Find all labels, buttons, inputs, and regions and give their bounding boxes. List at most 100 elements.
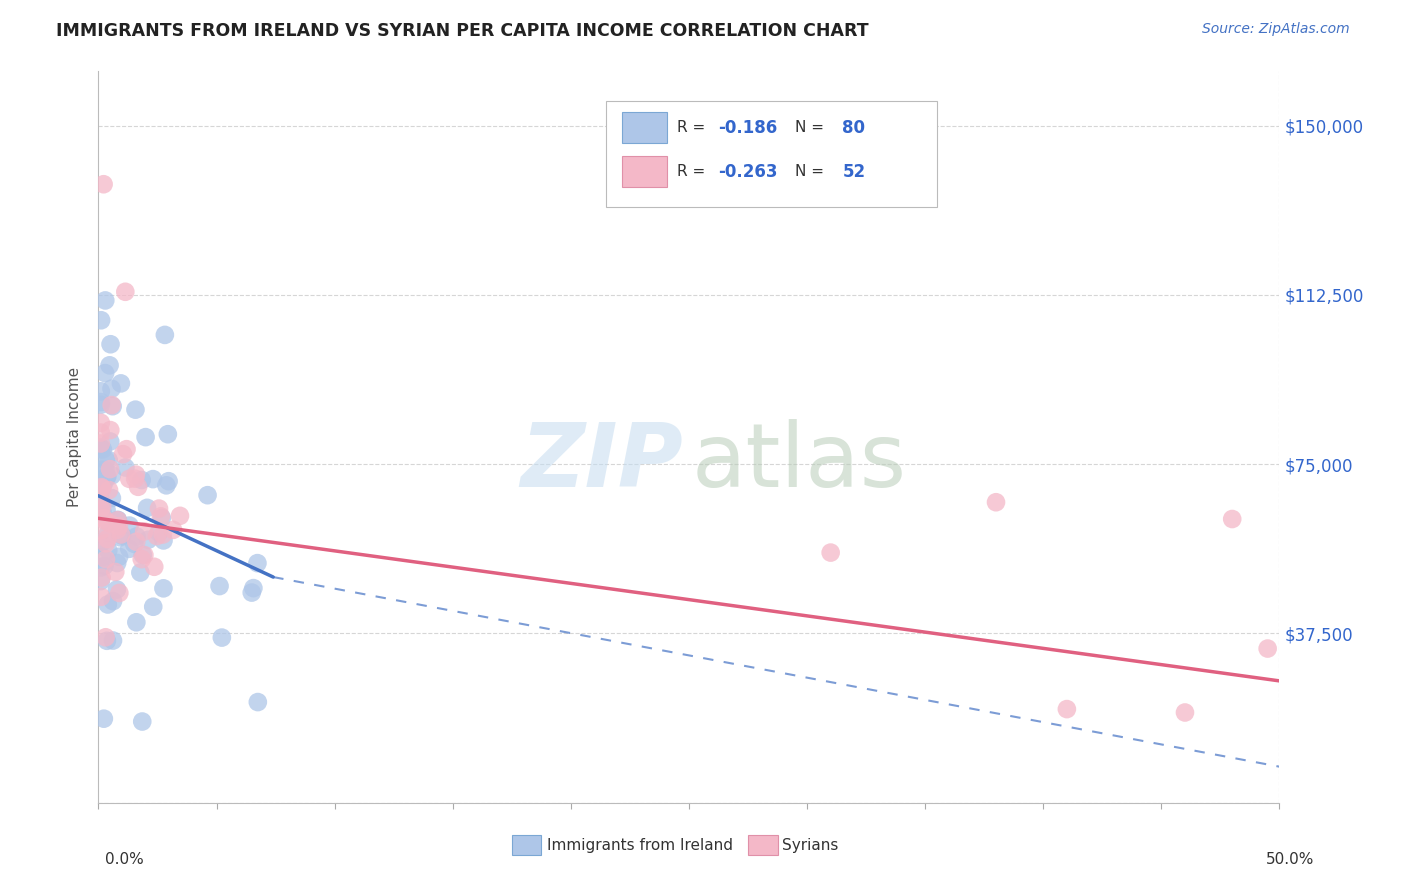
Point [246, 695, 269, 709]
Point [131, 473, 153, 487]
Point [101, 468, 124, 483]
Point [91, 500, 114, 514]
Point [98, 516, 121, 531]
Point [96, 503, 118, 517]
Point [211, 631, 233, 645]
Point [114, 285, 136, 299]
Point [124, 402, 146, 417]
Point [107, 513, 129, 527]
Point [135, 430, 157, 444]
Point [105, 556, 128, 570]
Point [208, 579, 231, 593]
Point [94, 536, 117, 550]
Point [90, 483, 112, 497]
Point [100, 337, 122, 351]
Point [94, 552, 117, 566]
Point [90, 395, 112, 409]
Point [124, 472, 146, 486]
Point [114, 460, 136, 475]
Point [240, 585, 263, 599]
Point [134, 524, 156, 539]
Point [94, 463, 117, 477]
Point [110, 527, 132, 541]
Point [90, 560, 112, 574]
Point [108, 519, 131, 533]
Point [93, 511, 115, 525]
Point [90, 313, 112, 327]
Point [90, 441, 112, 455]
Point [101, 491, 124, 505]
Text: ZIP: ZIP [520, 419, 683, 506]
Point [125, 534, 148, 549]
Point [90, 536, 112, 550]
Point [1257, 641, 1279, 656]
Point [101, 633, 124, 648]
Point [152, 582, 174, 596]
Point [131, 552, 153, 566]
Point [98, 434, 121, 449]
Point [91, 442, 114, 457]
Point [90, 524, 112, 538]
Point [152, 527, 174, 541]
Point [94, 453, 117, 467]
Point [91, 477, 114, 491]
Point [91, 505, 114, 519]
Point [1174, 706, 1197, 720]
FancyBboxPatch shape [512, 835, 541, 855]
Point [108, 586, 131, 600]
Point [98, 483, 121, 497]
Text: atlas: atlas [692, 419, 907, 506]
Text: Immigrants from Ireland: Immigrants from Ireland [547, 838, 733, 853]
Point [90, 590, 112, 604]
FancyBboxPatch shape [621, 112, 666, 143]
Point [94, 630, 117, 644]
Point [136, 500, 159, 515]
Text: R =: R = [678, 120, 710, 136]
Point [150, 511, 173, 525]
Point [115, 442, 138, 457]
Point [820, 545, 842, 559]
Point [97, 598, 120, 612]
Point [122, 537, 145, 551]
Point [1220, 512, 1243, 526]
Point [90, 502, 112, 516]
Point [90, 480, 112, 494]
Point [100, 382, 122, 396]
Point [94, 293, 117, 308]
Point [107, 513, 129, 527]
Point [143, 559, 166, 574]
Text: -0.263: -0.263 [718, 162, 778, 180]
Point [132, 548, 155, 562]
Point [156, 427, 179, 442]
Point [90, 463, 112, 477]
Point [96, 469, 118, 483]
Text: IMMIGRANTS FROM IRELAND VS SYRIAN PER CAPITA INCOME CORRELATION CHART: IMMIGRANTS FROM IRELAND VS SYRIAN PER CA… [56, 22, 869, 40]
Point [93, 475, 115, 490]
Point [162, 523, 184, 537]
Y-axis label: Per Capita Income: Per Capita Income [67, 367, 83, 508]
Text: -0.186: -0.186 [718, 119, 778, 136]
Point [93, 178, 115, 192]
Point [142, 599, 165, 614]
Point [148, 501, 170, 516]
Point [125, 467, 148, 482]
Point [97, 543, 120, 558]
Point [105, 582, 128, 597]
Point [97, 453, 120, 467]
Point [125, 615, 148, 630]
Point [93, 558, 115, 573]
Point [96, 469, 118, 483]
Point [242, 581, 264, 595]
Point [169, 508, 191, 523]
Point [90, 571, 112, 585]
Text: 50.0%: 50.0% [1267, 852, 1315, 867]
Point [1056, 702, 1078, 716]
Point [148, 525, 170, 540]
Point [155, 478, 177, 492]
Point [98, 462, 121, 476]
Text: Syrians: Syrians [782, 838, 838, 853]
FancyBboxPatch shape [621, 156, 666, 187]
Point [91, 550, 114, 565]
Text: 80: 80 [842, 119, 866, 136]
Point [129, 566, 152, 580]
